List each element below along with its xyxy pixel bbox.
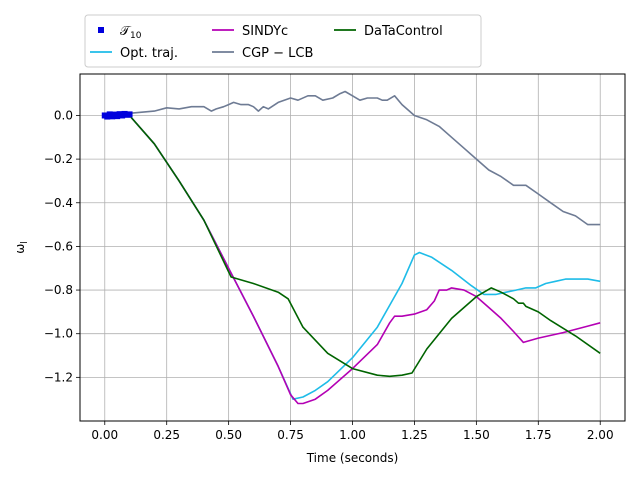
x-tick-label: 1.75 [525, 428, 552, 442]
legend-label: DaTaControl [364, 24, 443, 39]
series-line [104, 114, 601, 378]
y-axis-label: ωl [13, 241, 30, 254]
legend-label: Opt. traj. [120, 46, 178, 61]
x-tick-label: 0.00 [91, 428, 118, 442]
y-tick-label: −0.8 [44, 283, 73, 297]
legend-label: SINDYc [242, 24, 288, 39]
x-tick-label: 0.50 [215, 428, 242, 442]
grid [80, 74, 625, 421]
marker-point [126, 111, 133, 118]
legend-label: CGP − LCB [242, 46, 313, 61]
y-tick-label: −0.4 [44, 196, 73, 210]
y-tick-label: −1.0 [44, 327, 73, 341]
series-line [104, 114, 601, 405]
y-tick-label: −0.6 [44, 239, 73, 253]
series-layer [104, 90, 601, 405]
x-tick-label: 2.00 [587, 428, 614, 442]
x-tick-label: 1.25 [401, 428, 428, 442]
y-axis-label-subscript: l [20, 241, 30, 244]
x-tick-label: 0.75 [277, 428, 304, 442]
y-tick-label: −0.2 [44, 152, 73, 166]
y-tick-label: −1.2 [44, 370, 73, 384]
y-tick-label: 0.0 [54, 108, 73, 122]
legend-box [84, 14, 482, 68]
legend-label-subscript: 10 [130, 31, 142, 41]
x-tick-label: 1.00 [339, 428, 366, 442]
ticks: 0.00 0.25 0.50 0.75 1.00 1.25 1.50 1.75 2.00 0.0 −… [44, 108, 614, 442]
x-tick-label: 1.50 [463, 428, 490, 442]
series-line [104, 90, 601, 226]
marker-layer [101, 110, 133, 120]
x-tick-label: 0.25 [153, 428, 180, 442]
x-axis-label: Time (seconds) [306, 451, 399, 465]
legend-marker [98, 27, 104, 33]
